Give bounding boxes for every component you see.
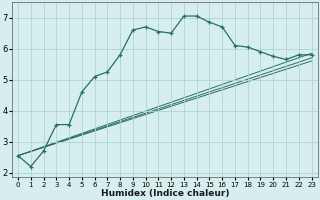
X-axis label: Humidex (Indice chaleur): Humidex (Indice chaleur)	[100, 189, 229, 198]
